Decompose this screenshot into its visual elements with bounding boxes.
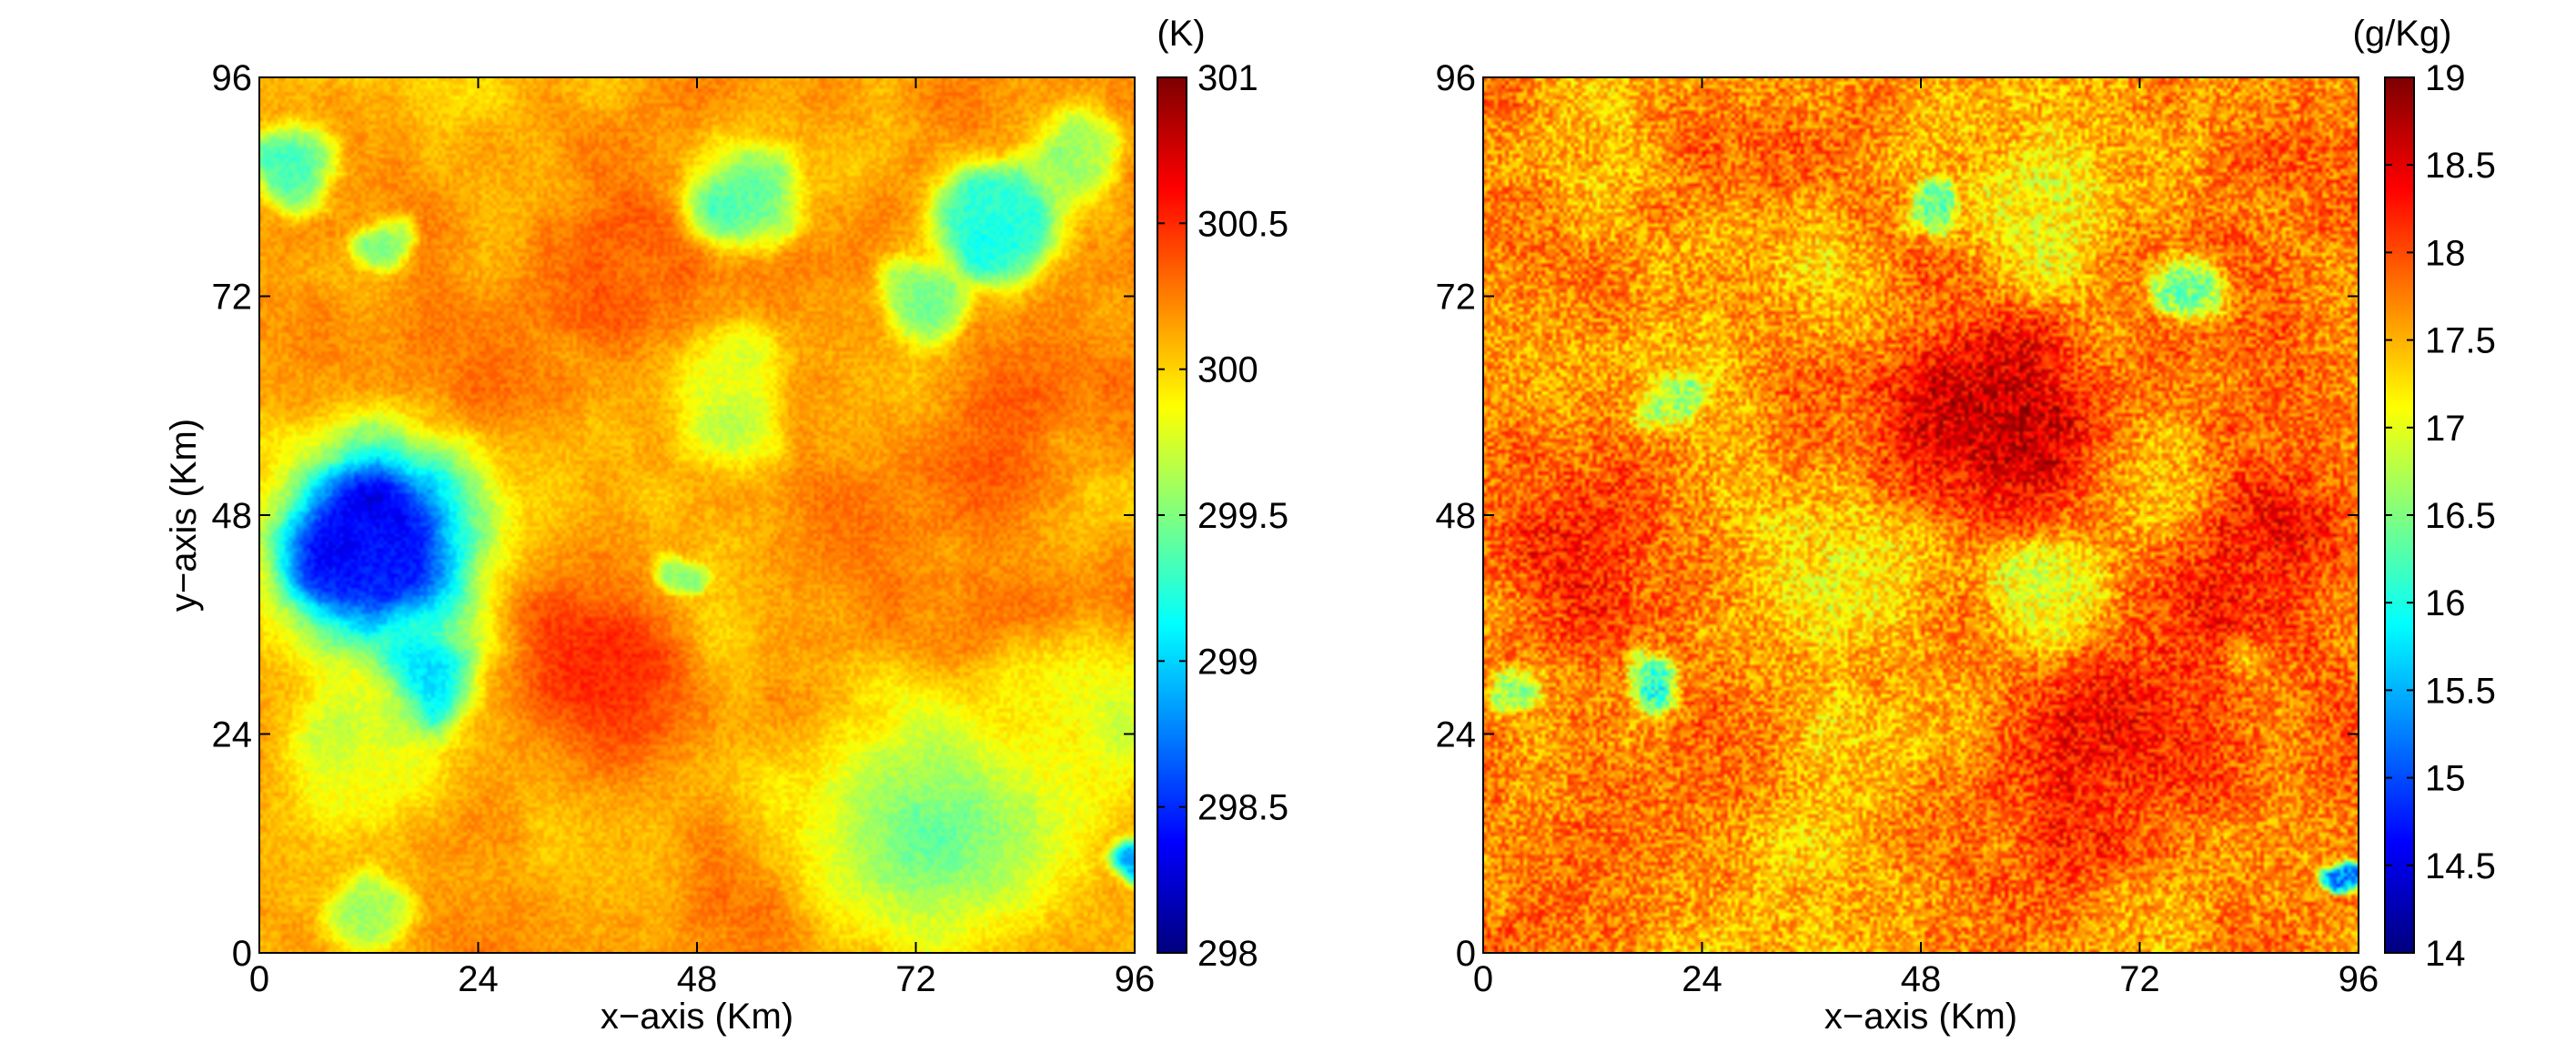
left-colorbar-tick-label: 299.5 <box>1197 496 1288 536</box>
left-y-tick-label: 96 <box>212 58 253 98</box>
left-x-tick-label: 72 <box>895 959 936 999</box>
right-x-tick-label: 72 <box>2119 959 2160 999</box>
left-colorbar-unit: (K) <box>1157 14 1205 54</box>
left-y-tick-label: 48 <box>212 496 253 536</box>
left-colorbar-tick-label: 299 <box>1197 642 1258 682</box>
right-x-tick-label: 24 <box>1682 959 1722 999</box>
right-colorbar-unit: (g/Kg) <box>2353 14 2452 54</box>
left-y-axis-label: y−axis (Km) <box>164 419 204 612</box>
right-colorbar-tick-label: 15 <box>2425 759 2466 799</box>
right-y-tick-label: 24 <box>1436 715 1477 755</box>
right-colorbar-tick-label: 14 <box>2425 934 2466 974</box>
left-x-tick-label: 96 <box>1115 959 1156 999</box>
left-x-tick-label: 0 <box>249 959 269 999</box>
left-colorbar-tick-label: 300.5 <box>1197 204 1288 244</box>
left-y-tick-label: 0 <box>232 934 252 974</box>
right-colorbar-tick-label: 18 <box>2425 233 2466 273</box>
left-heatmap-area <box>259 77 1135 953</box>
right-colorbar-tick-label: 18.5 <box>2425 146 2496 186</box>
left-x-tick-label: 48 <box>677 959 718 999</box>
left-colorbar-tick-label: 298 <box>1197 934 1258 974</box>
right-colorbar-tick-label: 19 <box>2425 58 2466 98</box>
left-x-tick-label: 24 <box>458 959 499 999</box>
right-colorbar-tick-label: 16.5 <box>2425 496 2496 536</box>
right-x-axis-label: x−axis (Km) <box>1824 997 2017 1037</box>
right-colorbar-tick-label: 17 <box>2425 409 2466 449</box>
left-colorbar-tick-label: 300 <box>1197 350 1258 390</box>
right-heatmap-area <box>1483 77 2359 953</box>
left-colorbar-tick-label: 298.5 <box>1197 788 1288 828</box>
left-colorbar-ticks: 301 300.5 300 299.5 299 298.5 298 <box>1157 58 1288 974</box>
left-heatmap <box>259 77 1135 953</box>
left-panel: 0 24 48 72 96 0 24 48 72 96 x−axis (Km) y−axis (… <box>164 14 1288 1037</box>
left-y-tick-label: 24 <box>212 715 253 755</box>
left-y-ticks: 0 24 48 72 96 <box>212 58 1135 974</box>
right-colorbar-tick-label: 14.5 <box>2425 846 2496 886</box>
right-y-ticks: 0 24 48 72 96 <box>1436 58 2359 974</box>
right-x-ticks: 0 24 48 72 96 <box>1473 77 2379 999</box>
left-y-tick-label: 72 <box>212 278 253 318</box>
right-colorbar-tick-label: 16 <box>2425 583 2466 623</box>
right-y-tick-label: 72 <box>1436 278 1477 318</box>
right-x-tick-label: 48 <box>1901 959 1942 999</box>
left-colorbar-tick-label: 301 <box>1197 58 1258 98</box>
right-x-tick-label: 0 <box>1473 959 1493 999</box>
left-x-ticks: 0 24 48 72 96 <box>249 77 1155 999</box>
right-y-tick-label: 0 <box>1456 934 1476 974</box>
right-x-tick-label: 96 <box>2339 959 2379 999</box>
left-x-axis-label: x−axis (Km) <box>601 997 793 1037</box>
right-y-tick-label: 48 <box>1436 496 1477 536</box>
right-heatmap <box>1483 77 2359 953</box>
right-colorbar-ticks: 19 18.5 18 17.5 17 16.5 16 15.5 15 14.5 14 <box>2385 58 2496 974</box>
right-colorbar-tick-label: 15.5 <box>2425 671 2496 711</box>
right-colorbar-tick-label: 17.5 <box>2425 321 2496 361</box>
right-panel: 0 24 48 72 96 0 24 48 72 96 x−axis (Km) 19 18.5 18… <box>1436 14 2496 1037</box>
right-y-tick-label: 96 <box>1436 58 1477 98</box>
